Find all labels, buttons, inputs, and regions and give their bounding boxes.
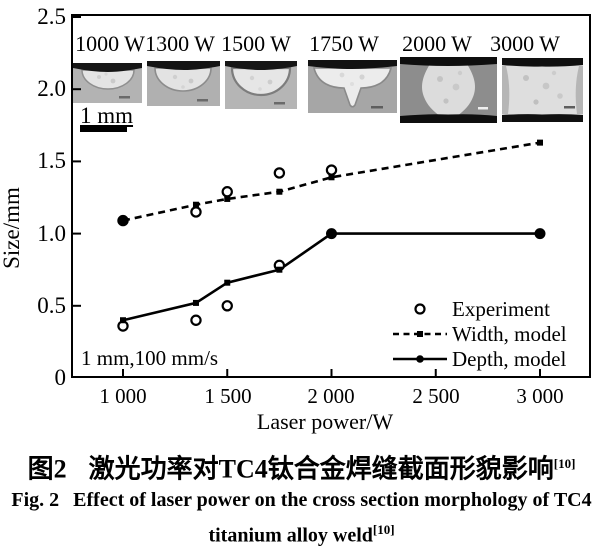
inset-label-3000w: 3000 W [490, 31, 560, 56]
model-marker-dot [118, 216, 128, 226]
inset-label-1000w: 1000 W [75, 31, 145, 56]
width-model-line [122, 141, 541, 222]
chart-plot-area [73, 16, 546, 378]
y-axis-title: Size/mm [0, 187, 24, 269]
x-tick-2000: 2 000 [307, 384, 355, 408]
y-tick-1-0: 1.0 [37, 221, 66, 246]
model-marker-square [276, 188, 283, 195]
model-marker-square [192, 201, 199, 208]
legend-label-experiment: Experiment [452, 297, 550, 321]
model-marker-dot [534, 228, 546, 240]
caption-en-reference: [10] [372, 522, 395, 537]
legend-marker-experiment [393, 301, 453, 317]
legend-label-depth-model: Depth, model [452, 347, 567, 371]
x-tick-3000: 3 000 [516, 384, 564, 408]
weld-cross-section-1300w [147, 61, 220, 106]
caption-zh-figure-label: 图2 [27, 454, 67, 484]
legend-label-width-model: Width, model [452, 322, 567, 346]
caption-zh-text: 激光功率对TC4钛合金焊缝截面形貌影响 [88, 454, 554, 484]
scale-bar-label: 1 mm [80, 103, 134, 128]
x-tick-1500: 1 500 [204, 384, 252, 408]
experiment-data-point [221, 300, 233, 312]
y-tick-2-0: 2.0 [37, 76, 66, 101]
inset-label-1500w: 1500 W [221, 31, 291, 56]
caption-chinese: 图2 激光功率对TC4钛合金焊缝截面形貌影响[10] [0, 447, 603, 487]
experiment-data-point [221, 186, 233, 198]
weld-cross-section-1750w [308, 60, 397, 113]
caption-en-figure-label: Fig. 2 [11, 489, 60, 511]
model-marker-square [192, 299, 199, 306]
caption-english-line2: titanium alloy weld[10] [0, 517, 603, 549]
weld-cross-section-1000w [73, 63, 142, 103]
caption-zh-reference: [10] [553, 456, 576, 471]
y-tick-2-5: 2.5 [37, 4, 66, 29]
caption-en-text-line1: Effect of laser power on the cross secti… [73, 489, 592, 511]
experiment-data-point [190, 314, 202, 326]
x-tick-1000: 1 000 [99, 384, 147, 408]
scale-bar [80, 127, 127, 132]
model-marker-square [224, 279, 231, 286]
weld-cross-section-2000w [400, 57, 497, 123]
model-marker-square [120, 317, 126, 324]
depth-model-line [122, 232, 540, 322]
x-tick-2500: 2 500 [412, 384, 460, 408]
inset-label-2000w: 2000 W [402, 31, 472, 56]
model-marker-square [276, 266, 283, 273]
y-tick-0-5: 0.5 [37, 293, 66, 318]
legend-marker-width-model [393, 326, 453, 342]
plot-border [71, 14, 591, 378]
y-tick-0: 0 [54, 365, 67, 390]
parameters-annotation: 1 mm,100 mm/s [81, 346, 219, 370]
weld-cross-section-1500w [225, 61, 297, 109]
caption-english-line1: Fig. 2 Effect of laser power on the cross… [0, 487, 603, 513]
experiment-data-point [325, 164, 338, 176]
y-tick-1-5: 1.5 [37, 148, 66, 173]
experiment-data-point [190, 206, 202, 218]
experiment-data-point [273, 167, 286, 179]
x-axis-title: Laser power/W [256, 409, 394, 434]
model-marker-dot [326, 228, 337, 240]
inset-label-1300w: 1300 W [145, 31, 215, 56]
model-marker-square [328, 174, 335, 181]
model-marker-square [537, 139, 543, 146]
caption-en-text-line2: titanium alloy weld [208, 524, 373, 547]
legend-marker-depth-model [393, 351, 453, 367]
inset-label-1750w: 1750 W [309, 31, 379, 56]
weld-cross-section-3000w [502, 58, 583, 122]
model-marker-square [224, 195, 231, 202]
